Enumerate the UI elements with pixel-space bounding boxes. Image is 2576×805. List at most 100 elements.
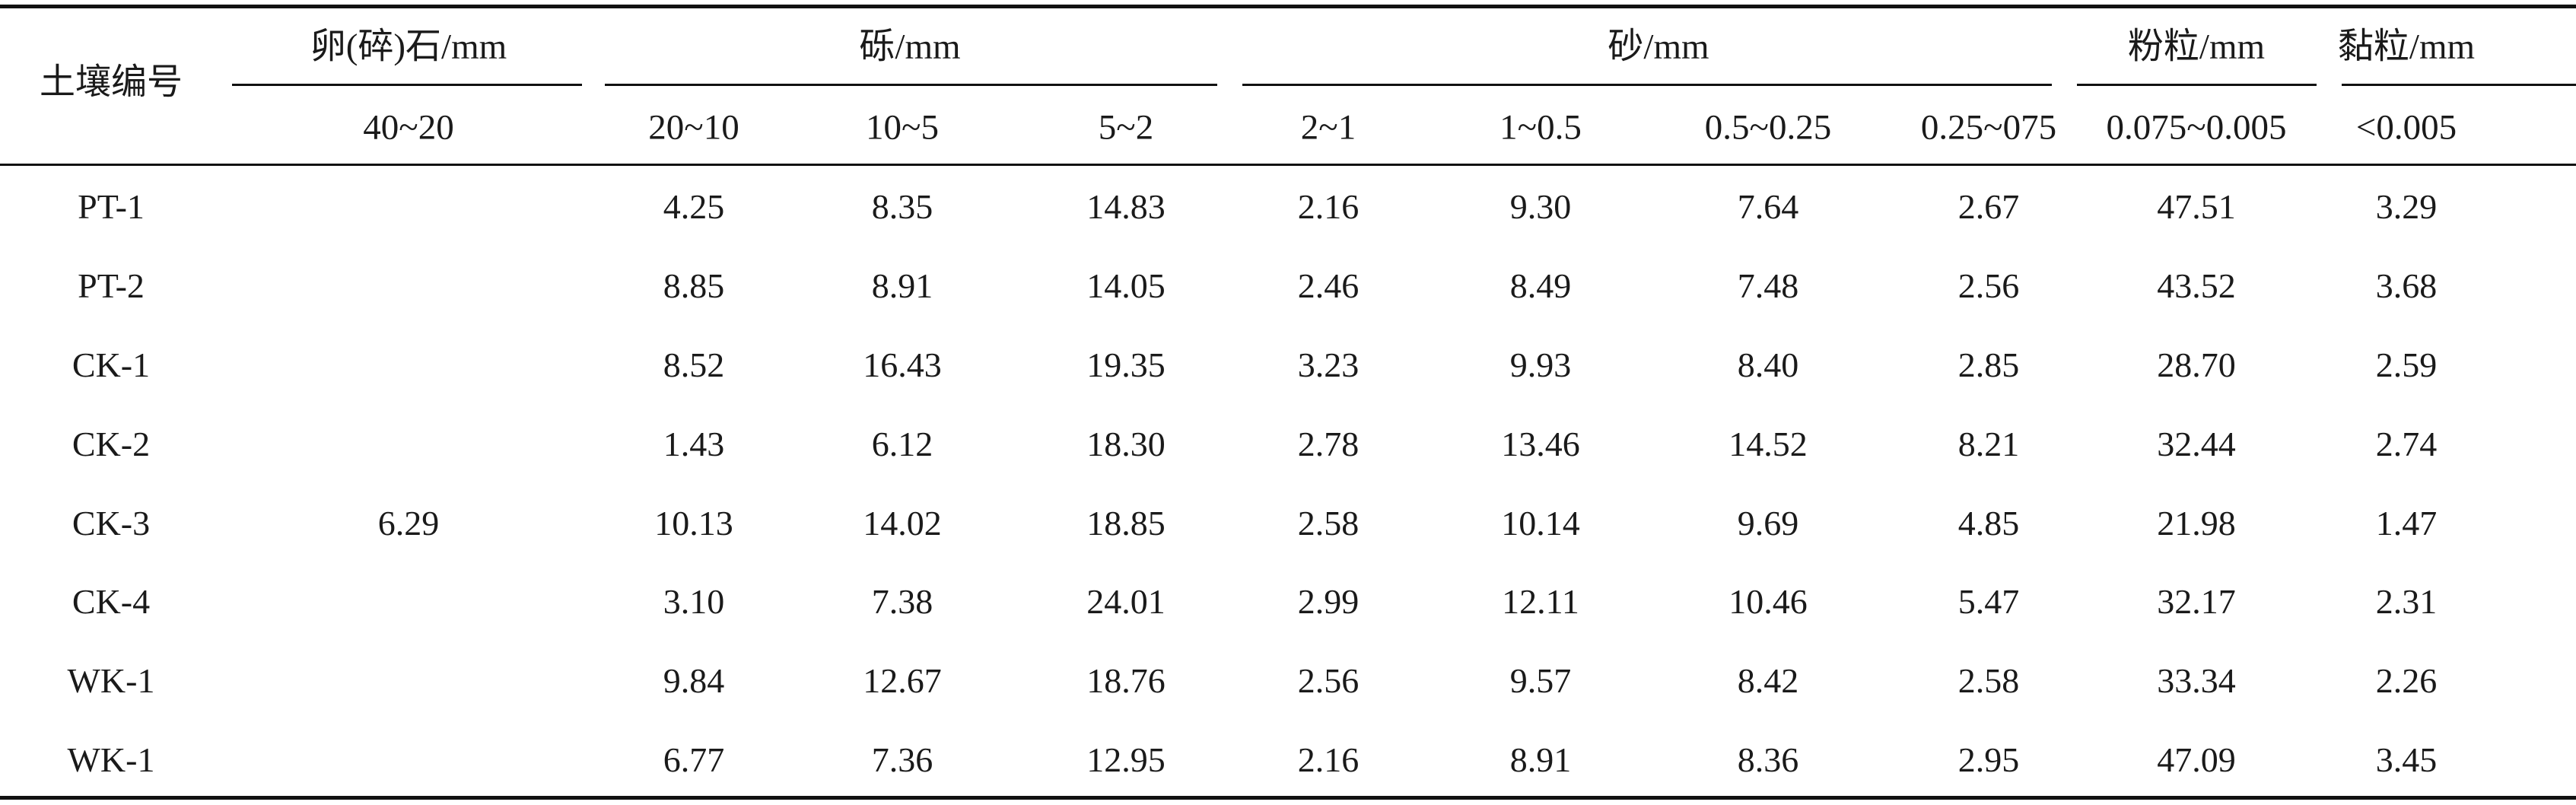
table-cell: 21.98 [2157,504,2236,542]
table-cell: 8.91 [871,266,933,305]
table-cell: 2.56 [1297,661,1360,700]
table-cell: 4.85 [1957,504,2020,542]
table-cell: 14.52 [1728,425,1808,463]
table-cell: 8.49 [1509,266,1572,305]
table-cell: 8.35 [871,187,933,226]
table-cell: 24.01 [1086,582,1166,621]
group-underline [605,84,1217,86]
column-range-header: 40~20 [363,107,454,148]
column-group-header: 砂/mm [1608,27,1709,67]
table-cell: 10.13 [654,504,733,542]
table-cell: 32.44 [2157,425,2236,463]
table-cell: 8.21 [1957,425,2020,463]
table-cell: 8.36 [1737,740,1799,779]
table-cell: 8.91 [1509,740,1572,779]
table-cell: 8.52 [663,345,725,384]
table-cell: 47.51 [2157,187,2236,226]
table-cell: 14.83 [1086,187,1166,226]
table-cell: 10.14 [1501,504,1580,542]
column-group-header: 黏粒/mm [2337,27,2476,67]
table-cell: 12.11 [1502,582,1579,621]
table-cell: 1.43 [663,425,725,463]
table-cell: 3.45 [2375,740,2438,779]
table-cell: 2.74 [2375,425,2438,463]
table-cell: 8.85 [663,266,725,305]
column-range-header: 5~2 [1098,107,1154,148]
table-cell: 32.17 [2157,582,2236,621]
column-range-header: 0.5~0.25 [1704,107,1832,148]
table-cell: 7.36 [871,740,933,779]
group-underline [232,84,582,86]
table-cell: 3.68 [2375,266,2438,305]
table-cell: 2.67 [1957,187,2020,226]
table-cell: 3.10 [663,582,725,621]
group-underline [2342,84,2576,86]
table-cell: 8.42 [1737,661,1799,700]
table-cell: 2.16 [1297,740,1360,779]
table-cell: 7.64 [1737,187,1799,226]
table-cell: 10.46 [1728,582,1808,621]
table-cell: 3.29 [2375,187,2438,226]
column-range-header: 20~10 [648,107,739,148]
table-cell: 6.77 [663,740,725,779]
merged-cobble-value: 6.29 [377,504,440,542]
column-group-header: 粉粒/mm [2127,27,2266,67]
table-cell: 2.58 [1297,504,1360,542]
table-cell: 43.52 [2157,266,2236,305]
table-cell: 9.57 [1509,661,1572,700]
table-cell: 13.46 [1501,425,1580,463]
group-underline [2077,84,2317,86]
table-cell: 12.67 [863,661,942,700]
table-cell: 2.78 [1297,425,1360,463]
row-soil-id: WK-1 [67,661,155,700]
group-underline [1242,84,2052,86]
table-bottom-rule [0,796,2576,800]
table-cell: 9.93 [1509,345,1572,384]
row-soil-id: PT-2 [78,266,145,305]
column-range-header: 0.25~075 [1920,107,2057,148]
table-cell: 2.31 [2375,582,2438,621]
table-cell: 2.85 [1957,345,2020,384]
table-cell: 2.59 [2375,345,2438,384]
column-group-header: 卵(碎)石/mm [310,27,507,67]
column-range-header: 10~5 [866,107,939,148]
column-range-header: 1~0.5 [1499,107,1582,148]
table-cell: 9.30 [1509,187,1572,226]
column-group-header: 砾/mm [859,27,961,67]
table-cell: 9.84 [663,661,725,700]
table-cell: 7.48 [1737,266,1799,305]
row-soil-id: CK-2 [72,425,151,463]
table-cell: 9.69 [1737,504,1799,542]
table-cell: 28.70 [2157,345,2236,384]
table-top-rule [0,5,2576,8]
table-cell: 14.05 [1086,266,1166,305]
table-cell: 2.46 [1297,266,1360,305]
column-range-header: <0.005 [2355,107,2457,148]
table-cell: 18.30 [1086,425,1166,463]
table-cell: 3.23 [1297,345,1360,384]
row-soil-id: CK-1 [72,345,151,384]
table-cell: 1.47 [2375,504,2438,542]
table-cell: 18.85 [1086,504,1166,542]
row-soil-id: PT-1 [78,187,145,226]
table-cell: 2.58 [1957,661,2020,700]
table-cell: 5.47 [1957,582,2020,621]
column-range-header: 2~1 [1300,107,1356,148]
table-cell: 2.26 [2375,661,2438,700]
table-cell: 4.25 [663,187,725,226]
row-soil-id: CK-4 [72,582,151,621]
table-cell: 2.99 [1297,582,1360,621]
table-cell: 33.34 [2157,661,2236,700]
table-cell: 14.02 [863,504,942,542]
row-soil-id: WK-1 [67,740,155,779]
table-cell: 47.09 [2157,740,2236,779]
table-header-rule [0,164,2576,166]
table-cell: 6.12 [871,425,933,463]
table-cell: 2.56 [1957,266,2020,305]
column-range-header: 0.075~0.005 [2106,107,2287,148]
table-cell: 16.43 [863,345,942,384]
table-cell: 19.35 [1086,345,1166,384]
table-cell: 8.40 [1737,345,1799,384]
table-cell: 12.95 [1086,740,1166,779]
